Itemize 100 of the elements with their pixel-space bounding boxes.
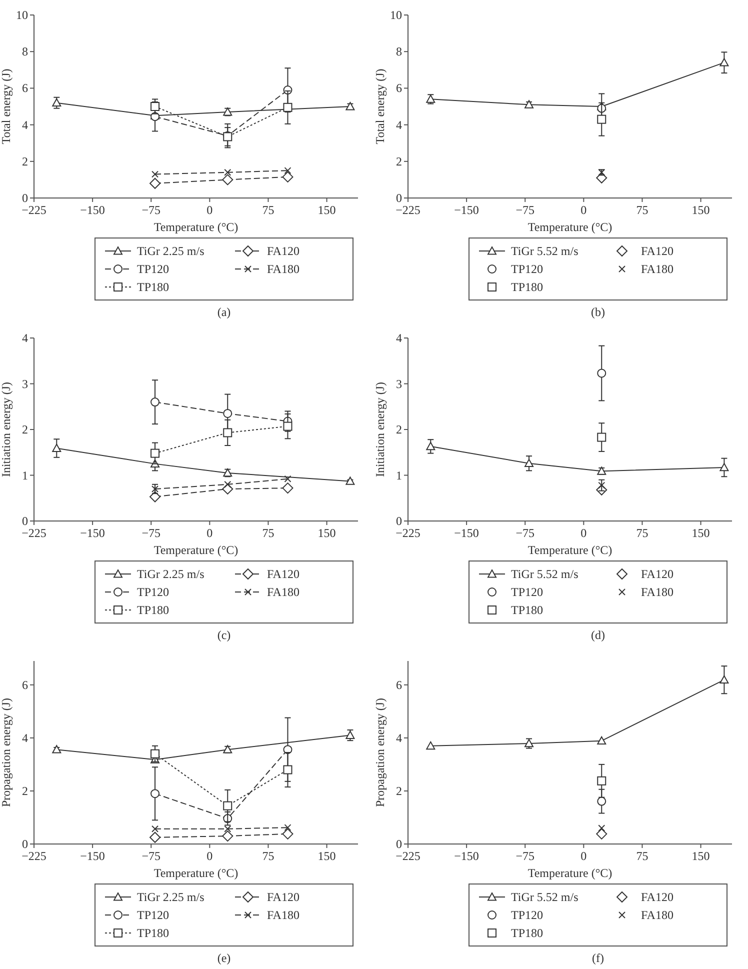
legend-label: TiGr 2.25 m/s [137,567,205,581]
x-tick-label: −75 [516,526,534,540]
x-tick-label: 0 [580,203,587,217]
x-axis-title: Temperature (°C) [528,220,612,234]
x-tick-label: −75 [142,203,160,217]
y-tick-label: 0 [396,837,402,851]
x-tick-label: 150 [692,849,710,863]
x-tick-label: −75 [142,849,160,863]
y-tick-label: 8 [22,44,28,59]
x-tick-label: 75 [262,526,274,540]
y-tick-label: 2 [22,784,28,798]
legend-label: TiGr 5.52 m/s [511,244,579,258]
legend-label: TP180 [137,926,170,940]
x-tick-label: 75 [262,849,274,863]
x-tick-label: −225 [22,526,46,540]
y-tick-label: 0 [22,837,28,851]
x-tick-label: 150 [318,849,336,863]
legend-label: TP120 [137,908,170,922]
legend-label: FA120 [641,567,674,581]
legend-label: TP120 [137,585,170,599]
x-tick-label: −150 [454,849,479,863]
y-tick-label: 0 [396,514,402,528]
x-tick-label: 75 [636,849,648,863]
y-tick-label: 6 [22,678,28,692]
y-tick-label: 10 [16,8,28,22]
x-axis-title: Temperature (°C) [154,220,238,234]
y-axis-title: Propagation energy (J) [0,698,13,808]
y-tick-label: 6 [396,678,402,692]
legend-label: TP120 [511,262,544,276]
y-tick-label: 3 [22,376,28,391]
x-tick-label: 75 [262,203,274,217]
x-axis-title: Temperature (°C) [154,543,238,557]
y-tick-label: 4 [396,118,402,132]
y-tick-label: 6 [22,81,28,96]
y-tick-label: 2 [396,784,402,798]
legend-label: FA180 [641,262,674,276]
x-tick-label: −225 [396,203,420,217]
y-tick-label: 2 [22,154,28,168]
legend-label: FA180 [267,908,300,922]
legend-label: FA120 [267,567,300,581]
x-tick-label: 150 [692,526,710,540]
text: (e) [217,951,231,965]
x-tick-label: −75 [516,849,534,863]
x-tick-label: 75 [636,526,648,540]
x-tick-label: −150 [80,526,105,540]
legend-label: TP180 [137,280,170,294]
legend-label: TP120 [137,262,170,276]
legend-label: TP180 [511,280,544,294]
x-tick-label: 0 [206,849,213,863]
text: (a) [217,305,231,319]
text: (f) [592,951,604,965]
x-tick-label: −150 [80,849,105,863]
legend-label: TiGr 5.52 m/s [511,890,579,904]
x-axis-title: Temperature (°C) [528,543,612,557]
x-tick-label: 0 [206,203,213,217]
legend-label: FA180 [641,908,674,922]
y-axis-title: Total energy (J) [373,68,387,144]
y-axis-title: Total energy (J) [0,68,13,144]
legend-label: FA120 [641,244,674,258]
legend-label: FA180 [267,585,300,599]
y-tick-label: 0 [22,514,28,528]
x-axis-title: Temperature (°C) [528,866,612,880]
y-tick-label: 1 [396,468,402,482]
legend-label: TP120 [511,908,544,922]
text: (b) [591,305,605,319]
x-tick-label: 75 [636,203,648,217]
y-tick-label: 0 [396,191,402,205]
y-tick-label: 4 [22,118,28,132]
x-tick-label: −150 [454,526,479,540]
x-tick-label: −225 [396,849,420,863]
x-axis-title: Temperature (°C) [154,866,238,880]
y-tick-label: 1 [22,468,28,482]
text: (d) [591,628,605,642]
y-axis-title: Initiation energy (J) [0,382,13,478]
x-tick-label: −225 [22,849,46,863]
x-tick-label: −75 [516,203,534,217]
legend-label: TiGr 5.52 m/s [511,567,579,581]
legend-label: TiGr 2.25 m/s [137,890,205,904]
x-tick-label: 0 [580,849,587,863]
y-axis-title: Initiation energy (J) [373,382,387,478]
x-tick-label: −225 [396,526,420,540]
legend-label: TiGr 2.25 m/s [137,244,205,258]
x-tick-label: 0 [580,526,587,540]
y-tick-label: 4 [22,331,28,345]
legend-label: FA180 [641,585,674,599]
legend-label: FA120 [267,244,300,258]
legend-label: FA180 [267,262,300,276]
y-tick-label: 6 [396,81,402,96]
y-axis-title: Propagation energy (J) [373,698,387,808]
legend-label: FA120 [641,890,674,904]
legend-label: TP120 [511,585,544,599]
y-tick-label: 2 [22,422,28,436]
y-tick-label: 2 [396,422,402,436]
x-tick-label: −225 [22,203,46,217]
y-tick-label: 4 [22,730,28,745]
x-tick-label: −150 [80,203,105,217]
y-tick-label: 4 [396,730,402,745]
y-tick-label: 10 [390,8,402,22]
legend-label: FA120 [267,890,300,904]
legend-label: TP180 [137,603,170,617]
